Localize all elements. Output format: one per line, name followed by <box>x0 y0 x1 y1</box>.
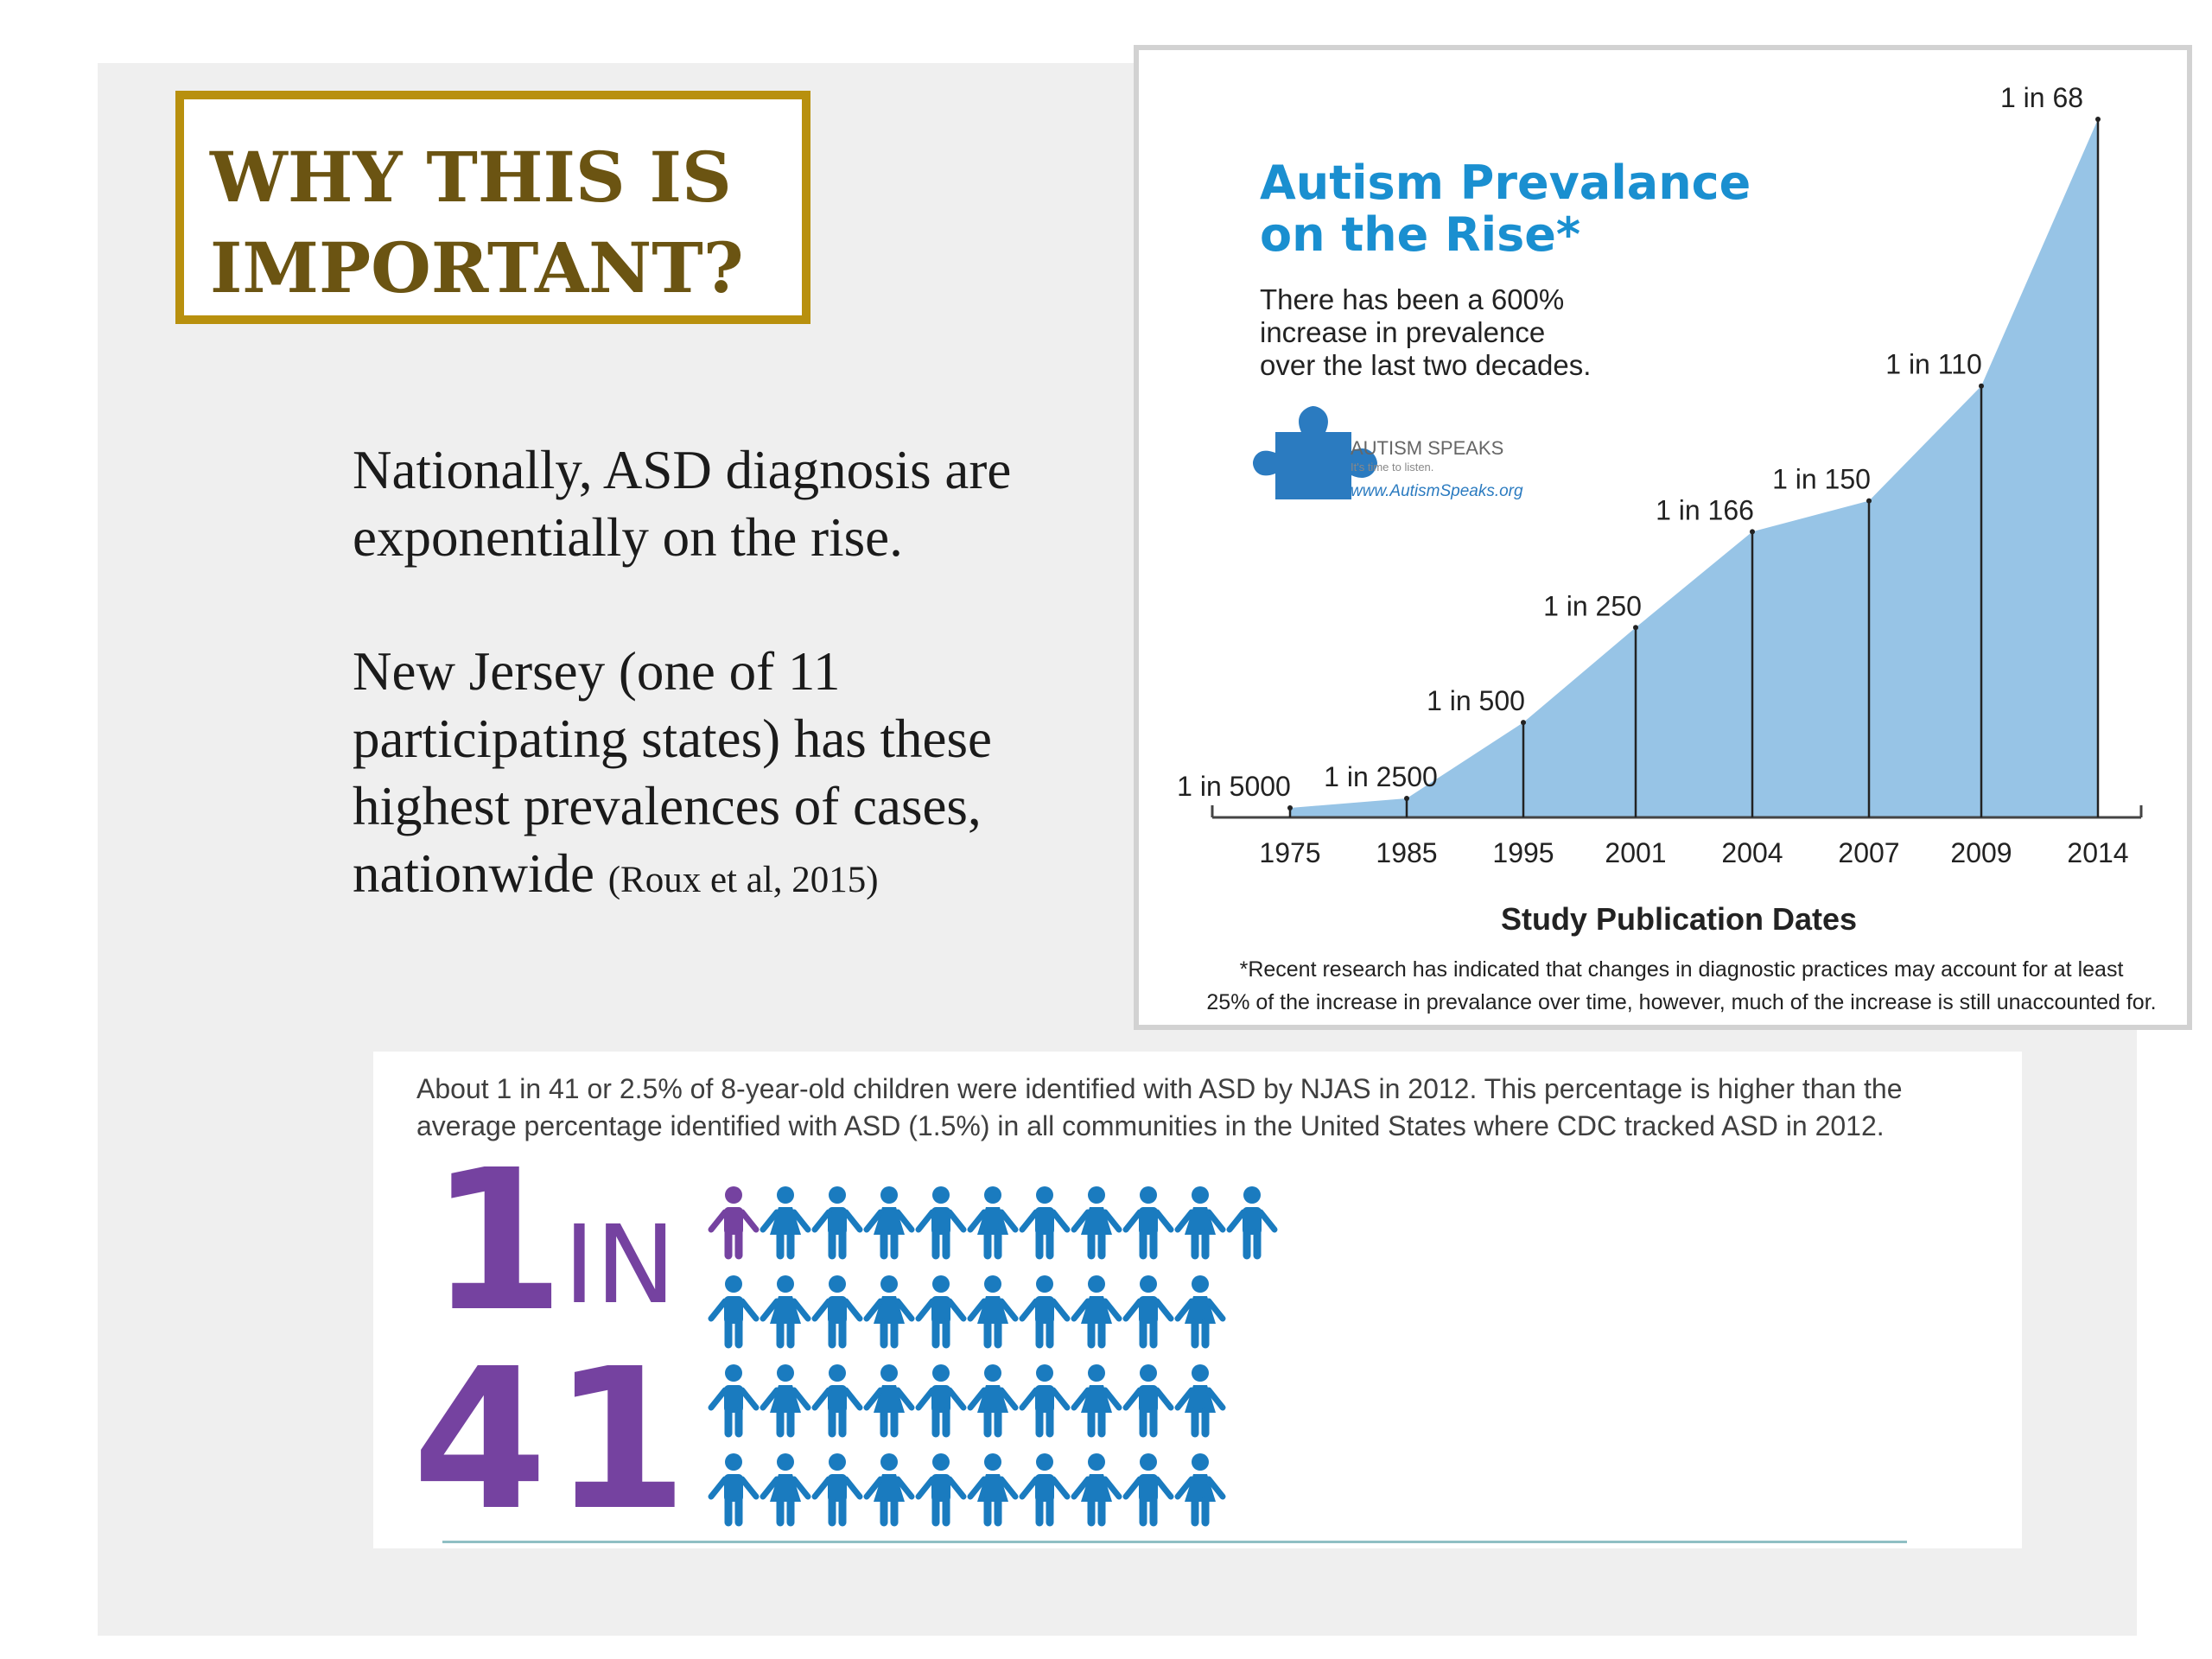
person-icon <box>811 1364 863 1438</box>
logo-name: AUTISM SPEAKS <box>1351 437 1503 459</box>
person-icon <box>760 1275 811 1349</box>
paragraph-national: Nationally, ASD diagnosis are exponentia… <box>353 440 1012 568</box>
person-icon <box>1174 1275 1226 1349</box>
person-icon <box>1019 1186 1071 1260</box>
footnote-line-2: 25% of the increase in prevalance over t… <box>1206 990 2156 1014</box>
person-icon <box>1174 1186 1226 1260</box>
person-icon <box>1122 1186 1174 1260</box>
person-icon <box>1174 1364 1226 1438</box>
person-icon <box>967 1275 1019 1349</box>
data-label: 1 in 166 <box>1656 494 1754 525</box>
slide-title: WHY THIS IS IMPORTANT? <box>210 137 744 308</box>
paragraph-new-jersey: New Jersey (one of 11 participating stat… <box>353 638 1113 914</box>
infographic-title-line2: on the Rise* <box>1260 207 1580 262</box>
data-point <box>1866 498 1872 504</box>
x-tick-label: 1975 <box>1259 837 1320 868</box>
person-icon <box>811 1186 863 1260</box>
data-point <box>1750 529 1755 535</box>
chart-plot: 1 in 5000 1975 1 in 2500 1985 1 in 500 1995 1 … <box>1177 82 2143 868</box>
person-icon <box>1019 1364 1071 1438</box>
prevalence-chart: Autism Prevalance on the Rise* There has… <box>1177 82 2156 1014</box>
person-icon <box>863 1186 915 1260</box>
person-icon <box>863 1275 915 1349</box>
data-point <box>1633 625 1638 631</box>
x-tick-label: 1995 <box>1492 837 1554 868</box>
person-icon <box>1174 1453 1226 1527</box>
prevalence-infographic: Autism Prevalance on the Rise* There has… <box>1134 45 2192 1030</box>
infographic-subtitle-2: increase in prevalence <box>1260 316 1545 348</box>
people-icon-grid <box>708 1186 1278 1527</box>
citation: (Roux et al, 2015) <box>607 860 879 900</box>
data-point <box>1287 805 1293 811</box>
person-icon <box>1122 1453 1174 1527</box>
big-number-41: 41 <box>412 1327 694 1554</box>
x-tick-label: 2014 <box>2067 837 2128 868</box>
njas-panel: About 1 in 41 or 2.5% of 8-year-old chil… <box>373 1052 2022 1548</box>
infographic-subtitle-1: There has been a 600% <box>1260 283 1564 315</box>
person-icon <box>760 1453 811 1527</box>
person-icon <box>1122 1275 1174 1349</box>
person-icon <box>915 1453 967 1527</box>
data-label: 1 in 68 <box>2000 82 2083 113</box>
chart-area <box>1290 119 2098 817</box>
logo-tagline: It's time to listen. <box>1351 461 1433 474</box>
data-point <box>1521 720 1526 726</box>
person-icon <box>811 1453 863 1527</box>
person-icon <box>915 1275 967 1349</box>
person-icon <box>967 1453 1019 1527</box>
data-point <box>1404 796 1409 802</box>
person-icon <box>863 1453 915 1527</box>
person-icon <box>760 1364 811 1438</box>
person-icon <box>915 1364 967 1438</box>
x-tick-label: 2001 <box>1605 837 1666 868</box>
person-icon <box>708 1275 760 1349</box>
big-in-label: IN <box>563 1203 677 1328</box>
person-icon <box>760 1186 811 1260</box>
data-label: 1 in 500 <box>1427 685 1525 716</box>
person-icon <box>1071 1453 1122 1527</box>
njas-description: About 1 in 41 or 2.5% of 8-year-old chil… <box>416 1073 1903 1141</box>
person-highlighted-icon <box>708 1186 760 1260</box>
person-icon <box>708 1453 760 1527</box>
person-icon <box>915 1186 967 1260</box>
person-icon <box>1019 1453 1071 1527</box>
person-icon <box>1071 1186 1122 1260</box>
puzzle-logo-icon <box>1253 406 1377 499</box>
person-icon <box>1071 1364 1122 1438</box>
x-tick-label: 2009 <box>1950 837 2012 868</box>
infographic-title-line1: Autism Prevalance <box>1260 156 1751 210</box>
infographic-subtitle-3: over the last two decades. <box>1260 349 1591 381</box>
data-label: 1 in 2500 <box>1324 761 1438 792</box>
person-icon <box>967 1364 1019 1438</box>
data-point <box>1979 383 1984 389</box>
footnote-line-1: *Recent research has indicated that chan… <box>1240 957 2124 982</box>
data-label: 1 in 150 <box>1772 464 1871 495</box>
person-icon <box>1122 1364 1174 1438</box>
person-icon <box>967 1186 1019 1260</box>
person-icon <box>1019 1275 1071 1349</box>
divider-line <box>442 1541 1907 1543</box>
x-tick-label: 2004 <box>1721 837 1783 868</box>
person-icon <box>1226 1186 1278 1260</box>
person-icon <box>708 1364 760 1438</box>
x-axis-label: Study Publication Dates <box>1501 901 1857 937</box>
data-label: 1 in 110 <box>1885 349 1982 380</box>
data-label: 1 in 5000 <box>1177 771 1291 802</box>
person-icon <box>1071 1275 1122 1349</box>
paragraph-new-jersey-text: New Jersey (one of 11 participating stat… <box>353 641 993 904</box>
x-tick-label: 2007 <box>1838 837 1899 868</box>
title-box: WHY THIS IS IMPORTANT? <box>175 91 810 324</box>
data-point <box>2095 117 2101 122</box>
x-tick-label: 1985 <box>1376 837 1437 868</box>
logo-url: www.AutismSpeaks.org <box>1351 482 1523 500</box>
big-number-1: 1 <box>429 1128 565 1355</box>
data-label: 1 in 250 <box>1543 590 1642 621</box>
person-icon <box>811 1275 863 1349</box>
person-icon <box>863 1364 915 1438</box>
